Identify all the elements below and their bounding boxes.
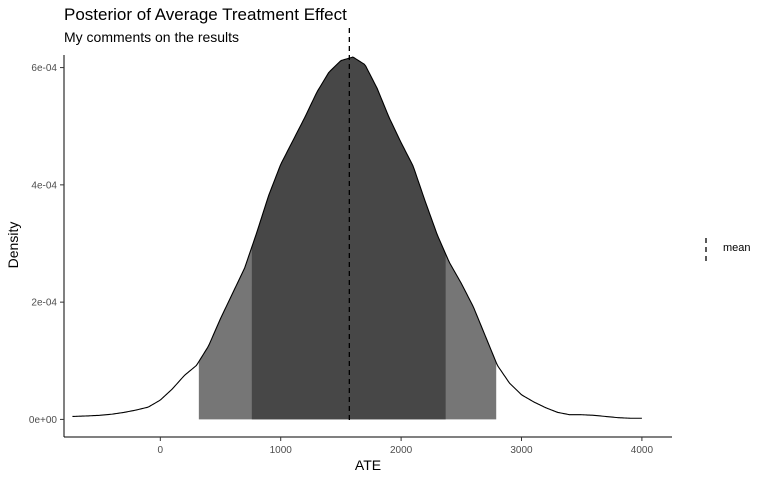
- y-tick-label: 0e+00: [29, 415, 58, 426]
- y-tick-label: 6e-04: [31, 63, 57, 74]
- density-curve: [72, 56, 642, 419]
- y-tick-label: 4e-04: [31, 180, 57, 191]
- legend-label-mean: mean: [723, 242, 751, 254]
- chart-subtitle: My comments on the results: [64, 29, 240, 45]
- y-tick-label: 2e-04: [31, 298, 57, 309]
- chart-title: Posterior of Average Treatment Effect: [64, 5, 347, 24]
- x-axis-label: ATE: [355, 457, 381, 473]
- x-tick-label: 1000: [270, 445, 293, 456]
- x-tick-label: 4000: [631, 445, 654, 456]
- x-tick-label: 3000: [510, 445, 533, 456]
- y-axis-label: Density: [5, 222, 21, 269]
- x-tick-label: 2000: [390, 445, 413, 456]
- x-tick-label: 0: [158, 445, 164, 456]
